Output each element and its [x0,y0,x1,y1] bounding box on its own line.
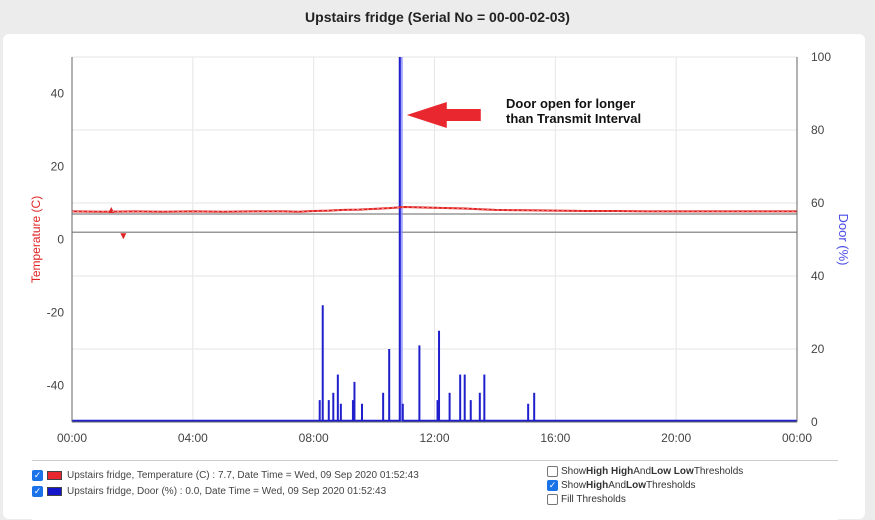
threshold-options: Show High High And Low Low Thresholds ✓ … [547,464,743,506]
annotation-text-line1: Door open for longer [506,96,635,111]
option-bold: Low Low [651,465,694,477]
right-tick-label: 100 [811,50,831,64]
option-text: Show [561,479,587,491]
temperature-points [71,206,797,213]
right-tick-label: 40 [811,269,825,283]
option-text: And [633,465,652,477]
chart: 00:00 04:00 08:00 12:00 16:00 20:00 00:00 100 80… [29,50,851,445]
x-tick-label: 16:00 [540,431,570,445]
left-tick-label: -20 [47,306,65,320]
annotation-arrow [406,102,481,128]
left-tick-label: 0 [57,233,64,247]
page-title: Upstairs fridge (Serial No = 00-00-02-03… [305,9,570,25]
option-text: Thresholds [646,479,696,491]
legend: ✓ Upstairs fridge, Temperature (C) : 7.7… [32,460,838,520]
door-series [72,57,797,423]
temperature-series [71,206,797,213]
chart-axes: 00:00 04:00 08:00 12:00 16:00 20:00 00:00 100 80… [29,50,851,445]
legend-label-door: Upstairs fridge, Door (%) : 0.0, Date Ti… [67,485,387,497]
left-axis-title: Temperature (C) [29,196,43,283]
legend-swatch-temperature [47,470,62,480]
left-tick-label: 20 [51,160,65,174]
option-text: Show [561,465,587,477]
x-tick-label: 04:00 [178,431,208,445]
left-tick-label: -40 [47,379,65,393]
annotation-text-line2: than Transmit Interval [506,111,641,126]
right-axis-title: Door (%) [836,213,851,265]
low-threshold-marker [120,233,127,240]
x-tick-label: 08:00 [299,431,329,445]
legend-item-temperature[interactable]: ✓ Upstairs fridge, Temperature (C) : 7.7… [32,466,419,484]
checkbox-high-high-low-low[interactable] [547,465,558,477]
legend-item-door[interactable]: ✓ Upstairs fridge, Door (%) : 0.0, Date … [32,482,386,500]
option-bold: High High [586,465,634,477]
legend-swatch-door [47,486,62,496]
option-fill-thresholds[interactable]: Fill Thresholds [547,492,743,506]
x-tick-label: 20:00 [661,431,691,445]
option-bold: High [586,479,609,491]
x-tick-label: 12:00 [419,431,449,445]
x-tick-label: 00:00 [57,431,87,445]
option-text: And [608,479,627,491]
x-tick-label: 00:00 [782,431,812,445]
left-tick-label: 40 [51,87,65,101]
legend-checkbox-door[interactable]: ✓ [32,485,43,497]
option-bold: Low [626,479,647,491]
right-tick-label: 20 [811,342,825,356]
right-tick-label: 0 [811,415,818,429]
option-high-high-low-low[interactable]: Show High High And Low Low Thresholds [547,464,743,478]
option-high-low[interactable]: ✓ Show High And Low Thresholds [547,478,743,492]
option-text: Thresholds [693,465,744,477]
door-open-fill [399,57,403,422]
checkbox-high-low[interactable]: ✓ [547,479,558,491]
checkbox-fill-thresholds[interactable] [547,493,558,505]
legend-checkbox-temperature[interactable]: ✓ [32,469,43,481]
legend-label-temperature: Upstairs fridge, Temperature (C) : 7.7, … [67,469,419,481]
right-tick-label: 80 [811,123,825,137]
option-text: Fill Thresholds [561,493,626,505]
right-tick-label: 60 [811,196,825,210]
